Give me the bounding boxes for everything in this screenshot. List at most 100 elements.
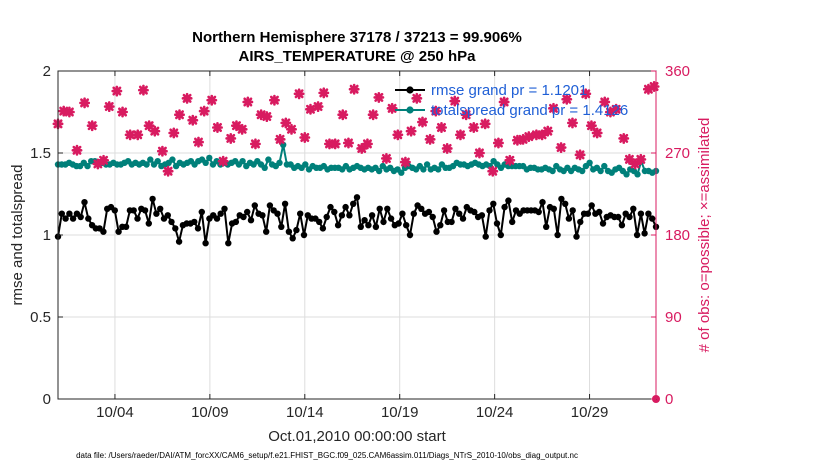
series-0-point-94: [410, 210, 417, 217]
series-2-point-19: [174, 109, 185, 121]
series-1-point-50: [239, 158, 246, 165]
series-0-point-141: [588, 202, 595, 209]
series-0-point-104: [448, 218, 455, 226]
series-0-point-77: [346, 212, 353, 219]
series-0-point-79: [353, 194, 361, 201]
series-2-point-89: [610, 103, 622, 115]
series-0-point-101: [437, 222, 444, 229]
series-2-point-55: [399, 156, 411, 168]
series-0-point-69: [316, 218, 323, 226]
series-0-point-149: [618, 222, 626, 229]
series-0-point-115: [490, 200, 497, 207]
series-0-point-59: [278, 223, 285, 230]
series-2-point-62: [441, 142, 453, 154]
series-0-point-32: [175, 238, 183, 245]
series-2-point-95: [648, 81, 660, 92]
series-1-point-87: [375, 167, 383, 175]
series-2-point-30: [242, 96, 254, 108]
series-0-point-71: [323, 213, 330, 221]
series-1-point-60: [276, 159, 283, 166]
series-2-point-10: [117, 106, 129, 118]
series-1-point-99: [420, 166, 427, 173]
series-0-point-105: [452, 205, 459, 212]
series-0-point-92: [403, 222, 410, 229]
series-0-point-90: [395, 220, 402, 227]
series-2-point-26: [217, 155, 229, 167]
series-2-point-31: [249, 138, 261, 150]
series-0-point-138: [577, 218, 584, 226]
series-2-point-60: [430, 105, 442, 117]
series-2-point-41: [312, 101, 324, 112]
series-0-point-114: [486, 207, 493, 214]
series-2-point-17: [162, 165, 174, 177]
series-2-point-16: [156, 145, 168, 157]
series-1-point-103: [435, 166, 442, 173]
series-2-point-73: [511, 134, 523, 146]
series-2-point-72: [504, 154, 516, 166]
series-0-point-56: [266, 202, 274, 209]
series-2-point-27: [225, 132, 237, 144]
series-1-point-27: [154, 158, 161, 165]
series-2-point-20: [181, 92, 193, 104]
series-2-point-35: [274, 133, 286, 145]
series-2-point-58: [417, 116, 428, 128]
x-tick-label-5: 10/29: [571, 404, 609, 421]
y-right-tick-label-3: 270: [665, 145, 690, 162]
legend: rmse grand pr = 1.1201 totalspread grand …: [395, 82, 628, 119]
series-0-point-91: [399, 210, 406, 217]
series-0-point-81: [361, 217, 368, 224]
series-2-point-40: [305, 103, 316, 115]
y-left-tick-label-3: 1.5: [30, 145, 51, 162]
series-2-point-36: [280, 117, 292, 129]
series-2-point-65: [460, 109, 472, 121]
series-2-point-83: [574, 149, 586, 161]
series-2-point-56: [405, 125, 417, 137]
x-tick-label-0: 10/04: [96, 404, 134, 421]
series-0-point-127: [535, 208, 542, 216]
series-0-point-83: [368, 212, 376, 219]
series-0-point-52: [251, 202, 258, 209]
series-0-point-118: [501, 203, 508, 211]
legend-marker-0: [406, 86, 414, 94]
series-0-point-113: [482, 233, 489, 240]
series-2-point-24: [206, 94, 218, 106]
y-right-tick-label-4: 360: [665, 63, 690, 80]
series-0-point-120: [509, 218, 516, 226]
series-1-point-93: [398, 169, 405, 176]
series-0-point-87: [384, 205, 391, 212]
series-2-point-47: [348, 83, 360, 95]
series-0-point-8: [85, 215, 92, 222]
y-axis-label-right: # of obs: o=possible; ×=assimilated: [696, 118, 713, 353]
series-0: [54, 194, 660, 247]
chart-title-line-2: AIRS_TEMPERATURE @ 250 hPa: [239, 48, 477, 65]
series-2-point-86: [591, 127, 603, 139]
series-0-point-86: [380, 218, 387, 226]
series-2-point-33: [261, 111, 273, 123]
series-0-point-134: [562, 200, 569, 207]
series-2-point-22: [193, 136, 204, 148]
series-2-point-71: [498, 96, 510, 108]
series-2-point-76: [530, 129, 542, 141]
series-1-point-24: [143, 161, 150, 168]
series-2-point-54: [392, 129, 404, 141]
series-2-point-92: [629, 158, 641, 170]
series-2-point-87: [599, 96, 611, 108]
series-1-point-61: [280, 141, 287, 148]
y-left-tick-label-4: 2: [43, 63, 51, 80]
series-2-point-43: [324, 138, 335, 150]
series-2-point-8: [103, 101, 115, 112]
x-axis-label: Oct.01,2010 00:00:00 start: [268, 428, 446, 445]
series-2-point-81: [561, 93, 573, 105]
y-right-tick-label-2: 180: [665, 227, 690, 244]
series-0-point-25: [149, 195, 156, 203]
series-2-point-51: [373, 91, 385, 103]
series-2-point-49: [361, 138, 373, 150]
series-2-point-45: [337, 109, 349, 121]
series-2-point-50: [367, 109, 379, 121]
series-1-point-154: [623, 171, 630, 178]
series-2-point-9: [111, 85, 123, 97]
series-0-point-27: [157, 205, 164, 212]
series-0-point-102: [440, 207, 448, 214]
series-0-point-80: [357, 223, 364, 230]
